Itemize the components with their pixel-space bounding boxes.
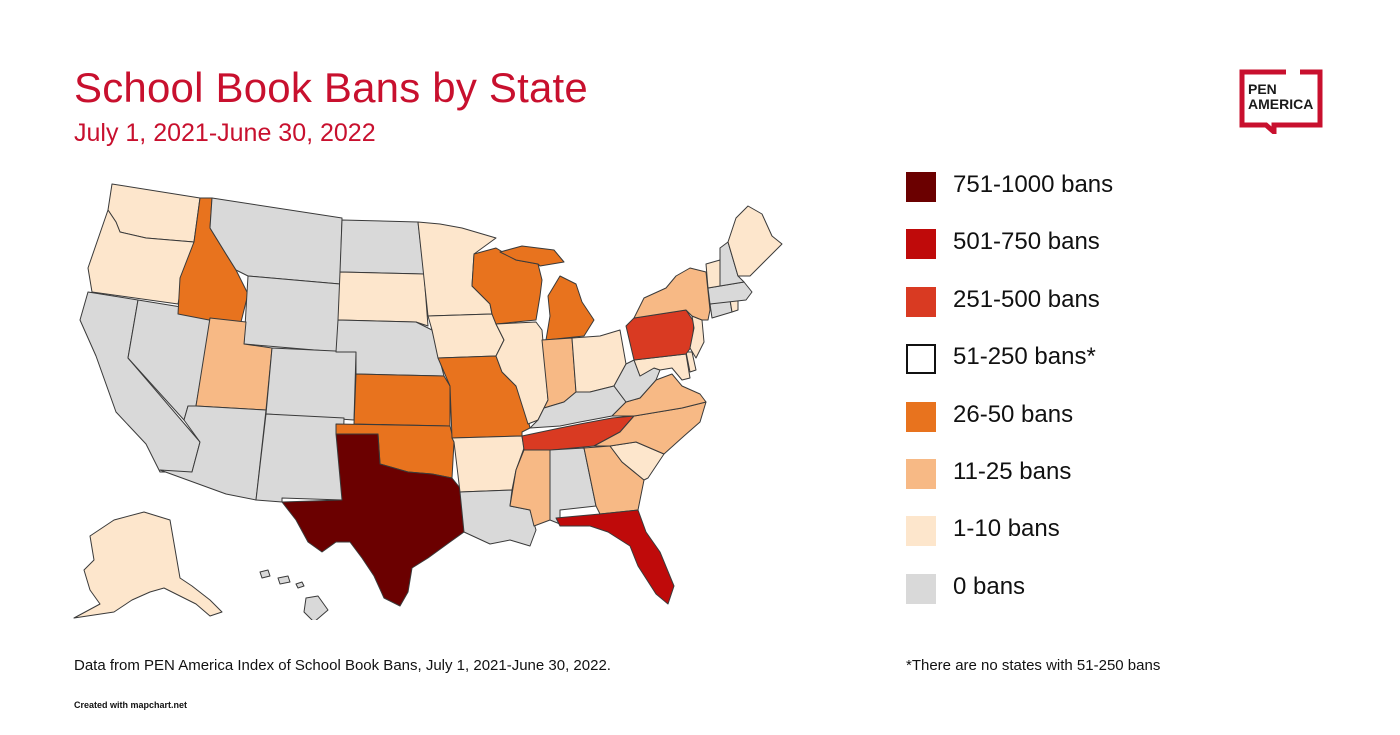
map-subtitle: July 1, 2021-June 30, 2022 (74, 119, 376, 147)
state-hawaii (259, 569, 329, 620)
legend-label: 1-10 bans (953, 515, 1060, 543)
state-vermont (705, 259, 721, 289)
legend-footnote: *There are no states with 51-250 bans (906, 657, 1161, 674)
us-choropleth-map (73, 183, 783, 620)
state-north-dakota (339, 219, 425, 275)
logo-line-2: AMERICA (1248, 96, 1314, 112)
legend-label: 501-750 bans (953, 228, 1100, 256)
state-wyoming (243, 275, 341, 353)
map-title: School Book Bans by State (74, 64, 588, 111)
state-michigan (499, 245, 595, 341)
logo-text: PEN AMERICA (1248, 82, 1318, 112)
state-iowa (427, 313, 505, 359)
legend-swatch (906, 516, 936, 547)
state-texas (281, 433, 465, 607)
speech-bubble-logo-icon (1239, 69, 1323, 138)
legend-swatch (906, 458, 936, 489)
legend-label: 0 bans (953, 572, 1026, 600)
state-new-mexico (255, 413, 345, 503)
legend-label: 51-250 bans* (953, 343, 1096, 371)
legend-swatch (906, 573, 936, 604)
legend-swatch (906, 172, 936, 202)
state-florida (555, 509, 675, 605)
state-maryland (633, 353, 691, 381)
state-alaska (73, 511, 223, 619)
state-delaware (685, 351, 697, 373)
legend-swatch (906, 229, 936, 260)
state-kentucky (529, 385, 627, 429)
legend-label: 251-500 bans (953, 285, 1100, 313)
states-layer (73, 183, 783, 620)
state-colorado (265, 347, 357, 421)
legend-label: 751-1000 bans (953, 171, 1114, 198)
state-new-hampshire (719, 241, 745, 287)
state-maine (727, 205, 783, 277)
legend-swatch (906, 344, 936, 375)
legend-swatch (906, 401, 936, 432)
legend-swatch (906, 286, 936, 317)
legend-label: 26-50 bans (953, 400, 1074, 428)
state-illinois (495, 321, 549, 425)
legend-label: 11-25 bans (953, 457, 1072, 485)
state-new-york (633, 267, 711, 321)
logo-line-1: PEN (1248, 81, 1277, 97)
state-south-dakota (337, 271, 429, 327)
credit-note: Created with mapchart.net (74, 700, 188, 710)
state-arkansas (451, 435, 525, 493)
data-source-note: Data from PEN America Index of School Bo… (74, 657, 611, 674)
pen-america-logo: PEN AMERICA (1238, 68, 1324, 138)
state-kansas (353, 373, 451, 427)
